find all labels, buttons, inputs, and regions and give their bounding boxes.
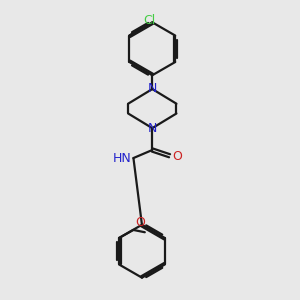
Text: N: N <box>148 82 157 95</box>
Text: O: O <box>135 216 145 229</box>
Text: N: N <box>148 122 157 135</box>
Text: HN: HN <box>113 152 132 165</box>
Text: O: O <box>172 150 182 163</box>
Text: Cl: Cl <box>144 14 156 27</box>
